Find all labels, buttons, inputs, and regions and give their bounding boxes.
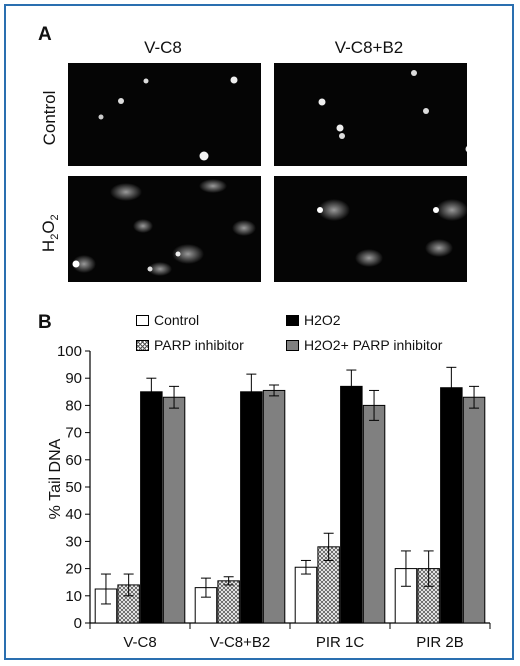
comet-cells <box>72 179 256 276</box>
bar-h2o2-parp-inhibitor <box>262 389 286 624</box>
legend-parp: PARP inhibitor <box>136 337 244 353</box>
legend-h2o2-parp: H2O2+ PARP inhibitor <box>286 337 442 353</box>
y-tick-label: 90 <box>65 370 82 387</box>
x-tick-label: PIR 1C <box>316 634 365 651</box>
panel-a-letter: A <box>38 24 52 45</box>
panel-b-letter: B <box>38 312 52 333</box>
legend-swatch-parp <box>136 339 149 351</box>
bar-h2o2-parp-inhibitor <box>362 404 386 624</box>
bar-h2o2 <box>240 391 263 624</box>
legend-swatch-h2o2 <box>286 314 299 326</box>
x-tick-label: V-C8+B2 <box>210 634 270 651</box>
y-tick-label: 60 <box>65 452 82 469</box>
legend-swatch-h2o2-parp <box>286 339 299 351</box>
y-tick-label: 10 <box>65 588 82 605</box>
micrograph-vc8-control <box>68 63 261 166</box>
bar-h2o2 <box>140 391 163 624</box>
bar-h2o2-parp-inhibitor <box>162 396 186 624</box>
y-tick-label: 100 <box>57 343 82 360</box>
bar-h2o2 <box>440 387 463 624</box>
legend-control: Control <box>136 312 199 328</box>
bar-parp-inhibitor <box>217 580 240 624</box>
x-tick-label: V-C8 <box>123 634 156 651</box>
bar-control <box>294 566 318 624</box>
column-label-vc8: V-C8 <box>144 38 182 57</box>
legend-swatch-control <box>136 314 149 326</box>
y-tick-label: 40 <box>65 506 82 523</box>
bar-h2o2-parp-inhibitor <box>462 396 486 624</box>
micrograph-vc8b2-control <box>274 63 467 166</box>
micrograph-vc8-h2o2 <box>68 176 261 282</box>
micrograph-vc8b2-h2o2 <box>274 176 467 282</box>
y-tick-label: 50 <box>65 479 82 496</box>
x-tick-label: PIR 2B <box>416 634 464 651</box>
legend-h2o2: H2O2 <box>286 312 341 328</box>
y-tick-label: 0 <box>74 615 82 632</box>
y-tick-label: 30 <box>65 533 82 550</box>
y-tick-label: 20 <box>65 561 82 578</box>
comet-cells <box>318 70 467 152</box>
y-tick-label: 70 <box>65 425 82 442</box>
comet-cells <box>317 199 467 267</box>
y-tick-label: 80 <box>65 397 82 414</box>
column-label-vc8b2: V-C8+B2 <box>334 38 404 57</box>
comet-cells <box>98 76 238 161</box>
bar-h2o2 <box>340 385 363 624</box>
